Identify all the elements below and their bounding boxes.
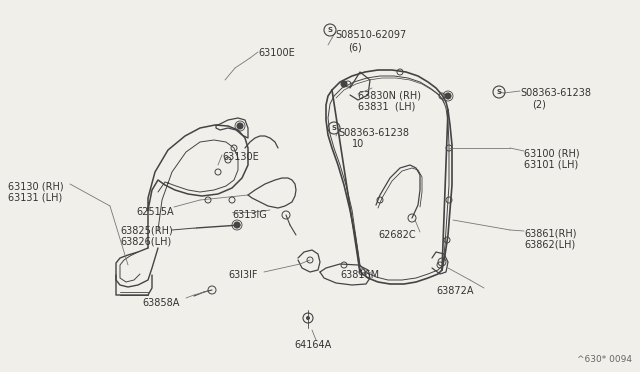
Text: (2): (2) [532, 99, 546, 109]
Text: S08363-61238: S08363-61238 [520, 88, 591, 98]
Text: S: S [332, 125, 337, 131]
Text: 63100 (RH): 63100 (RH) [524, 148, 580, 158]
Text: (6): (6) [348, 42, 362, 52]
Text: 63100E: 63100E [258, 48, 295, 58]
Text: 63862(LH): 63862(LH) [524, 239, 575, 249]
Text: 63101 (LH): 63101 (LH) [524, 159, 579, 169]
Text: 63l3lF: 63l3lF [228, 270, 257, 280]
Circle shape [237, 123, 243, 129]
Text: 63130E: 63130E [222, 152, 259, 162]
Text: 63816M: 63816M [340, 270, 379, 280]
Text: 62682C: 62682C [378, 230, 415, 240]
Text: 63130 (RH): 63130 (RH) [8, 181, 63, 191]
Circle shape [341, 81, 347, 87]
Text: 6313lG: 6313lG [232, 210, 267, 220]
Text: 63825(RH): 63825(RH) [120, 225, 173, 235]
Circle shape [306, 316, 310, 320]
Text: 63858A: 63858A [142, 298, 179, 308]
Text: S: S [328, 27, 333, 33]
Text: S08510-62097: S08510-62097 [335, 30, 406, 40]
Text: S: S [497, 89, 502, 95]
Text: 63826(LH): 63826(LH) [120, 236, 172, 246]
Text: 63831  (LH): 63831 (LH) [358, 101, 415, 111]
Text: 63872A: 63872A [436, 286, 474, 296]
Circle shape [445, 93, 451, 99]
Text: 63131 (LH): 63131 (LH) [8, 192, 62, 202]
Text: 63861(RH): 63861(RH) [524, 228, 577, 238]
Text: ^630* 0094: ^630* 0094 [577, 355, 632, 364]
Circle shape [234, 222, 240, 228]
Text: 62515A: 62515A [136, 207, 173, 217]
Text: S08363-61238: S08363-61238 [338, 128, 409, 138]
Text: 10: 10 [352, 139, 364, 149]
Text: 63830N (RH): 63830N (RH) [358, 90, 421, 100]
Text: 64164A: 64164A [294, 340, 332, 350]
